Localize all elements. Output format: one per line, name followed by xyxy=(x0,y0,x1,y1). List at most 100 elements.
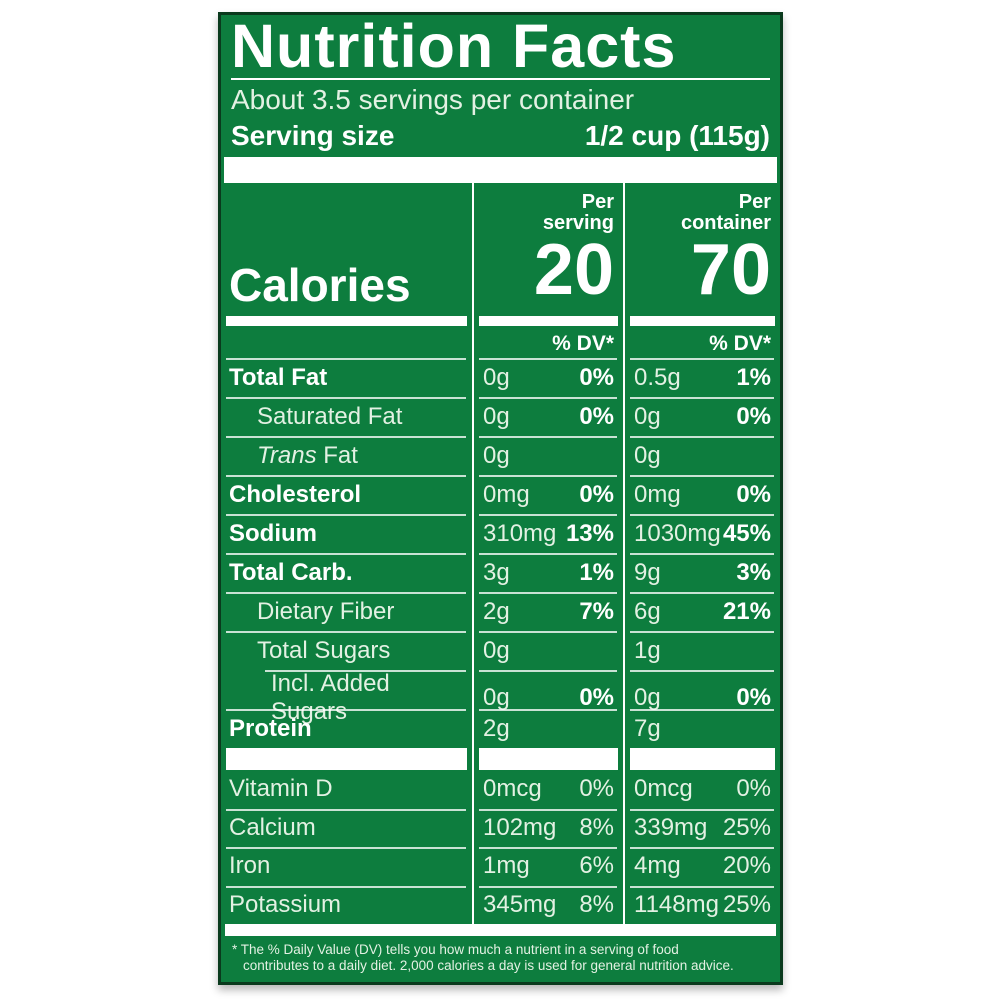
per-container-amount: 4mg xyxy=(634,852,681,880)
nutrient-row: Calcium 102mg 8% 339mg 25% xyxy=(221,808,780,847)
nutrient-row: Protein 2g 7g xyxy=(221,709,780,748)
per-container-amount: 0mcg xyxy=(634,775,693,803)
nutrient-label: Cholesterol xyxy=(229,480,362,508)
per-serving-amount: 0mcg xyxy=(483,775,542,803)
nutrient-label: Protein xyxy=(229,714,312,742)
per-serving-dv: 6% xyxy=(579,852,614,880)
nutrient-label: Calcium xyxy=(229,813,316,841)
nutrient-label: Trans Fat xyxy=(257,441,358,469)
per-container-dv: 25% xyxy=(722,813,771,841)
per-container-amount: 0g xyxy=(634,441,661,469)
nutrient-label: Sodium xyxy=(229,519,317,547)
footnote-text: * The % Daily Value (DV) tells you how m… xyxy=(221,936,780,984)
per-serving-amount: 0g xyxy=(483,684,510,711)
nutrient-row: Dietary Fiber 2g 7% 6g 21% xyxy=(221,592,780,631)
per-serving-dv: 1% xyxy=(579,558,614,586)
bottom-separator-bar xyxy=(225,924,776,936)
per-serving-amount: 1mg xyxy=(483,852,530,880)
per-container-header: Per container xyxy=(680,191,771,234)
per-container-amount: 1030mg xyxy=(634,519,721,547)
per-serving-dv: 7% xyxy=(579,597,614,625)
servings-per-container-text: About 3.5 servings per container xyxy=(231,84,635,115)
footnote-line1: * The % Daily Value (DV) tells you how m… xyxy=(232,942,679,957)
calories-separator-bar xyxy=(221,316,780,326)
per-serving-amount: 0g xyxy=(483,363,510,391)
per-container-dv: 45% xyxy=(722,519,771,547)
calories-section: Calories Per serving 20 Per container 70 xyxy=(221,183,780,316)
per-container-dv: 0% xyxy=(736,775,771,803)
nutrient-row: Incl. Added Sugars 0g 0% 0g 0% xyxy=(221,670,780,726)
nutrition-facts-label: Nutrition Facts About 3.5 servings per c… xyxy=(218,12,783,985)
nutrient-label: Total Sugars xyxy=(257,636,391,664)
nutrition-title: Nutrition Facts xyxy=(231,12,677,80)
header-separator-bar xyxy=(224,157,777,183)
per-container-dv: 20% xyxy=(722,852,771,880)
nutrient-label: Dietary Fiber xyxy=(257,597,395,625)
per-serving-dv: 0% xyxy=(579,480,614,508)
per-serving-header: Per serving xyxy=(542,191,614,234)
per-serving-dv: 13% xyxy=(565,519,614,547)
per-container-amount: 6g xyxy=(634,597,661,625)
per-serving-amount: 2g xyxy=(483,714,510,742)
per-container-dv: 21% xyxy=(722,597,771,625)
nutrient-row: Saturated Fat 0g 0% 0g 0% xyxy=(221,397,780,436)
vitamin-rows: Vitamin D 0mcg 0% 0mcg 0% Calcium 102mg … xyxy=(221,770,780,924)
nutrient-label: Total Fat xyxy=(229,363,328,391)
dv-header-row: % DV* % DV* xyxy=(221,326,780,358)
per-serving-calories-cell: Per serving 20 xyxy=(472,183,625,316)
nutrient-row: Vitamin D 0mcg 0% 0mcg 0% xyxy=(221,770,780,809)
footnote-line2: contributes to a daily diet. 2,000 calor… xyxy=(243,958,734,973)
per-serving-amount: 0g xyxy=(483,402,510,430)
per-container-amount: 7g xyxy=(634,714,661,742)
nutrient-rows: Total Fat 0g 0% 0.5g 1% Saturated Fat 0g… xyxy=(221,358,780,748)
per-serving-dv: 0% xyxy=(579,684,614,711)
per-container-amount: 1148mg xyxy=(634,890,719,918)
label-main: Calories Per serving 20 Per container 70 %… xyxy=(221,183,780,984)
nutrient-row: Trans Fat 0g 0g xyxy=(221,436,780,475)
nutrient-label: Incl. Added Sugars xyxy=(271,670,390,725)
per-container-amount: 0.5g xyxy=(634,363,681,391)
nutrient-row: Total Sugars 0g 1g xyxy=(221,631,780,670)
per-serving-amount: 0g xyxy=(483,636,510,664)
per-serving-amount: 3g xyxy=(483,558,510,586)
per-container-calories-value: 70 xyxy=(690,230,771,310)
per-container-dv: 0% xyxy=(736,480,771,508)
per-serving-amount: 310mg xyxy=(483,519,557,547)
nutrient-label: Vitamin D xyxy=(229,775,333,803)
calories-label: Calories xyxy=(229,259,411,311)
per-serving-amount: 0g xyxy=(483,441,510,469)
per-container-calories-cell: Per container 70 xyxy=(625,183,780,316)
per-serving-dv: 8% xyxy=(579,890,614,918)
nutrient-label: Saturated Fat xyxy=(257,402,403,430)
nutrient-row: Potassium 345mg 8% 1148mg 25% xyxy=(221,885,780,924)
nutrient-row: Cholesterol 0mg 0% 0mg 0% xyxy=(221,475,780,514)
per-container-amount: 0g xyxy=(634,684,661,711)
serving-size-row: Serving size 1/2 cup (115g) xyxy=(231,117,770,155)
per-serving-amount: 0mg xyxy=(483,480,530,508)
per-container-amount: 0mg xyxy=(634,480,681,508)
nutrient-row: Total Carb. 3g 1% 9g 3% xyxy=(221,553,780,592)
nutrient-label: Total Carb. xyxy=(229,558,353,586)
serving-size-label: Serving size xyxy=(231,120,395,151)
per-serving-dv: 8% xyxy=(579,813,614,841)
nutrient-row: Total Fat 0g 0% 0.5g 1% xyxy=(221,358,780,397)
per-container-dv: 0% xyxy=(736,402,771,430)
per-serving-dv: 0% xyxy=(579,363,614,391)
nutrient-row: Iron 1mg 6% 4mg 20% xyxy=(221,847,780,886)
per-container-amount: 9g xyxy=(634,558,661,586)
nutrient-label: Iron xyxy=(229,852,271,880)
nutrient-row: Sodium 310mg 13% 1030mg 45% xyxy=(221,514,780,553)
per-serving-amount: 102mg xyxy=(483,813,557,841)
per-serving-dv: 0% xyxy=(579,775,614,803)
per-container-dv: 0% xyxy=(736,684,771,711)
per-container-amount: 1g xyxy=(634,636,661,664)
per-container-dv: 25% xyxy=(722,890,771,918)
per-serving-calories-value: 20 xyxy=(533,230,614,310)
title-rule xyxy=(231,78,770,80)
dv-header-per-container: % DV* xyxy=(709,332,771,355)
per-serving-amount: 2g xyxy=(483,597,510,625)
per-container-dv: 3% xyxy=(736,558,771,586)
per-container-amount: 339mg xyxy=(634,813,708,841)
dv-header-per-serving: % DV* xyxy=(472,326,625,358)
per-container-dv: 1% xyxy=(736,363,771,391)
